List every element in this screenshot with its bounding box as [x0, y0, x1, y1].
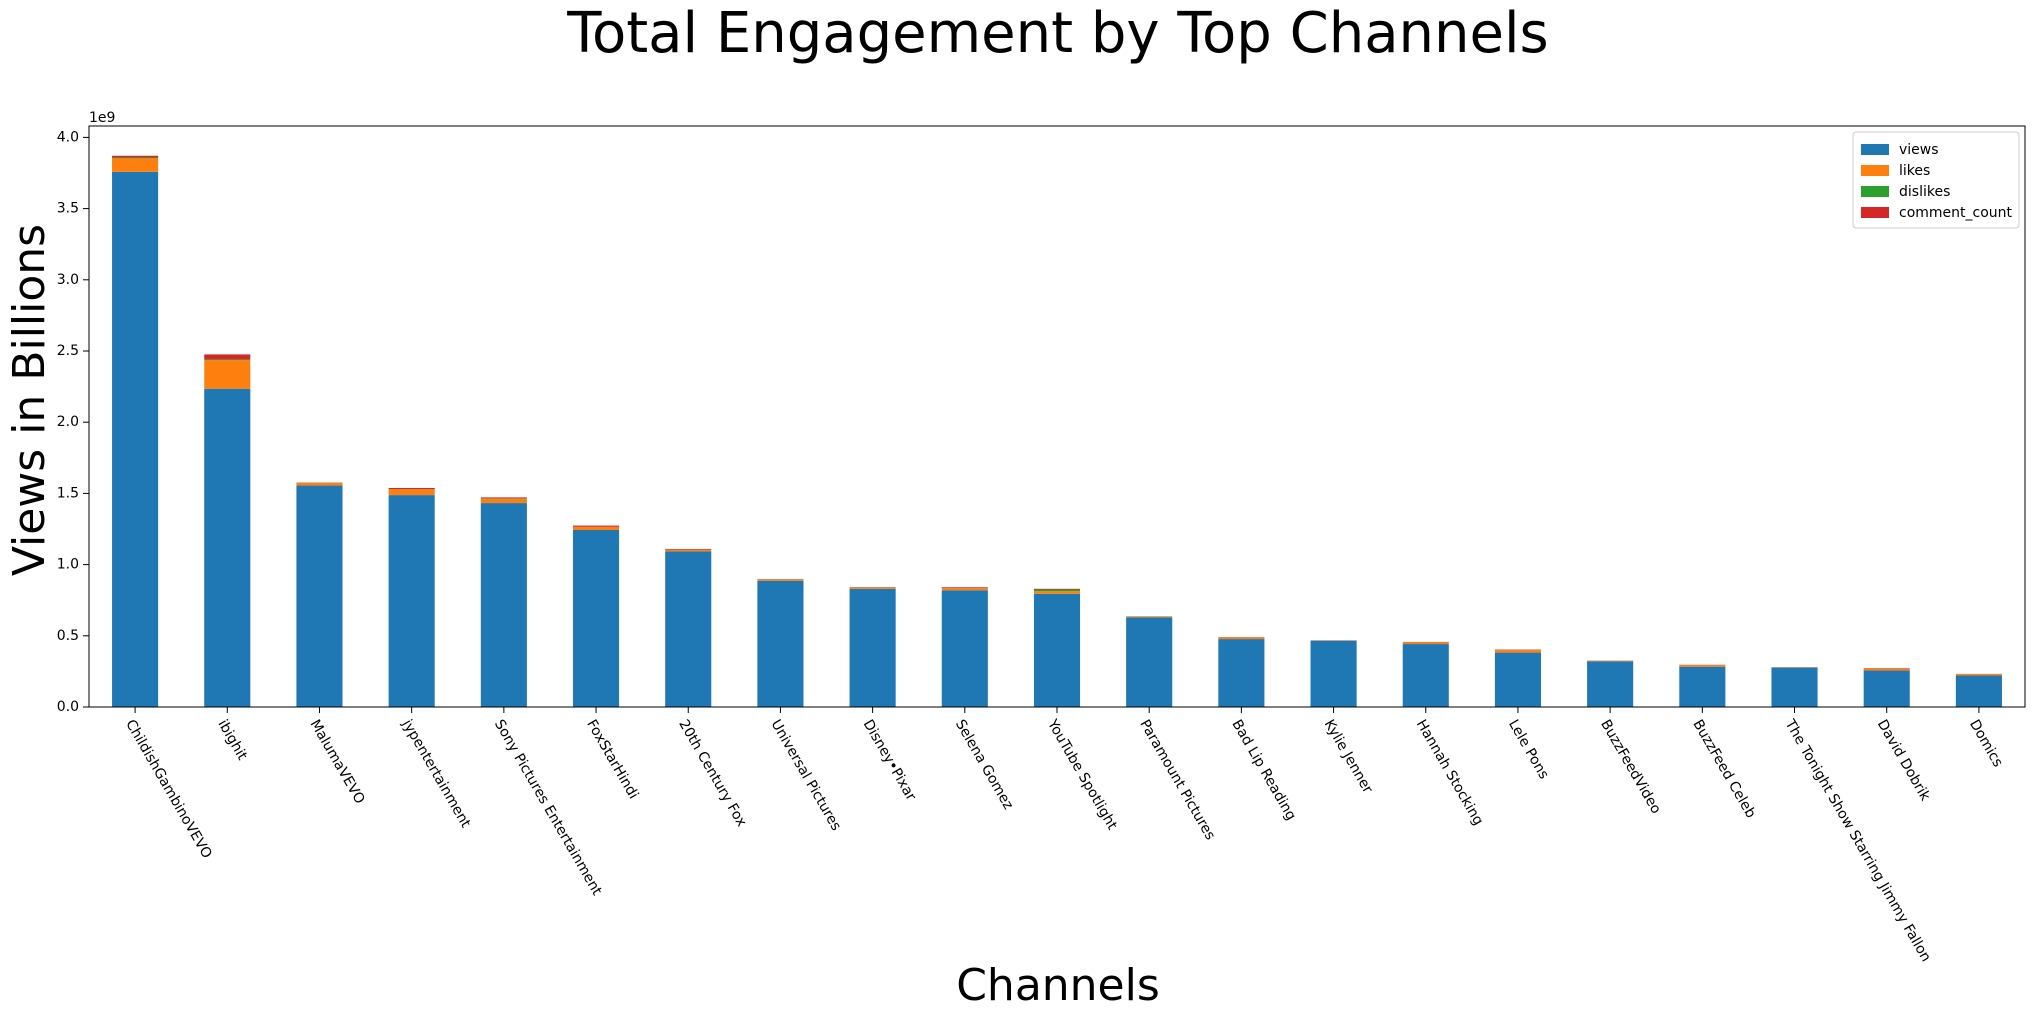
x-tick-label-11: Paramount Pictures	[1136, 717, 1218, 843]
bar-comment_count-0	[112, 155, 159, 158]
x-tick-label-9: Selena Gomez	[952, 717, 1016, 812]
y-tick-label-4: 2.0	[57, 414, 79, 430]
bar-likes-4	[480, 498, 527, 504]
bar-views-5	[573, 529, 620, 707]
legend-swatch-views	[1861, 144, 1889, 155]
x-tick-label-15: Lele Pons	[1505, 717, 1552, 782]
y-tick-label-6: 3.0	[57, 272, 79, 288]
bar-views-6	[665, 551, 712, 707]
bar-views-4	[480, 503, 527, 707]
bar-views-2	[296, 485, 343, 707]
bar-views-1	[204, 388, 251, 707]
chart-title: Total Engagement by Top Channels	[566, 1, 1548, 66]
bar-comment_count-10	[1033, 588, 1081, 590]
bar-likes-7	[757, 579, 804, 581]
x-tick-label-17: BuzzFeed Celeb	[1689, 717, 1758, 821]
plot-area: ChildishGambinoVEVO ibighit MalumaVEVO jype…	[57, 125, 2026, 965]
bar-likes-9	[941, 588, 988, 591]
bar-likes-20	[1955, 674, 2002, 676]
bar-views-19	[1863, 670, 1910, 707]
bar-likes-0	[112, 158, 159, 172]
bar-likes-5	[573, 526, 620, 530]
bar-views-7	[757, 580, 804, 707]
y-tick-label-1: 0.5	[57, 628, 79, 644]
bar-views-18	[1771, 667, 1818, 707]
bar-views-8	[849, 588, 896, 707]
bar-comment_count-5	[573, 525, 620, 527]
bar-likes-8	[849, 587, 896, 589]
plot-frame	[88, 125, 2026, 708]
bar-views-14	[1402, 644, 1449, 707]
y-tick-label-3: 1.5	[57, 485, 79, 501]
x-tick-label-8: Disney•Pixar	[860, 717, 919, 804]
x-tick-label-1: ibighit	[214, 717, 250, 763]
x-axis-label: Channels	[956, 960, 1160, 1011]
bar-dislikes-1	[204, 359, 251, 361]
legend-label-comment_count: comment_count	[1899, 205, 2013, 221]
x-tick-label-13: Kylie Jenner	[1321, 717, 1376, 796]
x-tick-label-2: MalumaVEVO	[307, 717, 368, 807]
bar-likes-17	[1679, 665, 1726, 667]
x-tick-label-3: jypentertainment	[398, 716, 474, 831]
bar-views-13	[1310, 640, 1357, 707]
y-axis-label: Views in Billions	[4, 224, 55, 576]
bar-views-0	[112, 171, 159, 708]
legend: views likes dislikes comment_count	[1852, 131, 2020, 229]
bar-comment_count-6	[665, 548, 712, 550]
bar-views-16	[1587, 661, 1634, 707]
bar-views-3	[388, 495, 435, 707]
bar-likes-10	[1033, 591, 1081, 594]
legend-label-dislikes: dislikes	[1899, 184, 1950, 200]
x-tick-label-18: The Tonight Show Starring Jimmy Fallon	[1781, 716, 1934, 965]
bar-views-20	[1955, 675, 2002, 707]
bar-likes-19	[1863, 668, 1910, 671]
bar-likes-1	[204, 360, 251, 389]
legend-swatch-comment_count	[1861, 207, 1889, 218]
x-tick-label-16: BuzzFeedVideo	[1597, 717, 1664, 817]
legend-swatch-dislikes	[1861, 186, 1889, 197]
x-tick-label-20: Domics	[1966, 717, 2006, 770]
bar-likes-3	[388, 489, 435, 496]
bar-likes-6	[665, 549, 712, 552]
bar-likes-12	[1218, 637, 1265, 640]
bar-comment_count-1	[204, 354, 251, 360]
bar-dislikes-0	[112, 157, 159, 159]
legend-box	[1852, 131, 2020, 229]
bar-likes-2	[296, 483, 343, 486]
legend-label-views: views	[1899, 142, 1939, 158]
bar-comment_count-3	[388, 487, 435, 490]
legend-label-likes: likes	[1899, 163, 1930, 179]
bar-likes-14	[1402, 642, 1449, 645]
x-tick-label-7: Universal Pictures	[768, 717, 845, 834]
bar-views-17	[1679, 666, 1726, 707]
bar-likes-15	[1494, 650, 1541, 653]
x-tick-label-4: Sony Pictures Entertainment	[491, 717, 605, 899]
bar-likes-11	[1126, 616, 1173, 618]
x-tick-label-14: Hannah Stocking	[1413, 717, 1486, 828]
bar-views-12	[1218, 639, 1265, 707]
y-tick-label-8: 4.0	[57, 129, 79, 145]
x-tick-label-10: YouTube Spotlight	[1044, 716, 1121, 833]
bar-views-9	[941, 590, 988, 707]
bar-dislikes-10	[1033, 589, 1081, 592]
bar-views-10	[1033, 593, 1081, 707]
bar-comment_count-9	[941, 587, 988, 588]
y-tick-label-7: 3.5	[57, 201, 79, 217]
x-tick-label-19: David Dobrik	[1874, 717, 1934, 804]
bar-comment_count-4	[480, 497, 527, 499]
x-tick-label-5: FoxStarHindi	[583, 717, 641, 802]
y-tick-label-0: 0.0	[57, 699, 79, 715]
bar-likes-16	[1587, 660, 1634, 662]
bar-views-11	[1126, 617, 1173, 707]
x-tick-label-6: 20th Century Fox	[675, 717, 749, 830]
legend-swatch-likes	[1861, 165, 1889, 176]
x-tick-label-0: ChildishGambinoVEVO	[122, 717, 215, 861]
y-axis-offset-label: 1e9	[89, 110, 115, 126]
x-tick-label-12: Bad Lip Reading	[1228, 717, 1299, 823]
y-tick-label-2: 1.0	[57, 557, 79, 573]
y-tick-label-5: 2.5	[57, 343, 79, 359]
bar-views-15	[1494, 652, 1541, 707]
